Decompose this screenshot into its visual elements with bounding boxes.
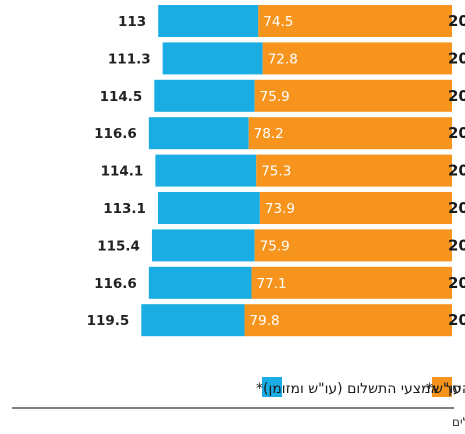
bar-means-of-payment xyxy=(154,79,255,112)
total-value-label: 113.1 xyxy=(103,201,146,217)
bar-current-account xyxy=(258,5,452,37)
month-label: אוקטובר 2010 xyxy=(448,12,465,30)
month-label: פברואר 2011 xyxy=(448,162,465,180)
total-value-label: 114.1 xyxy=(101,164,144,180)
legend-swatch-current-account xyxy=(432,377,452,397)
current-account-value-label: 72.8 xyxy=(268,51,298,67)
current-account-value-label: 75.9 xyxy=(260,238,290,254)
month-label: דצמבר 2010 xyxy=(448,87,465,105)
current-account-value-label: 78.2 xyxy=(254,126,284,142)
bar-means-of-payment xyxy=(148,117,249,150)
month-label: נובמבר 2010 xyxy=(448,49,465,67)
legend: סך יתרות העו"ש* סך אמצעי התשלום (עו"ש ומ… xyxy=(256,377,465,397)
bar-means-of-payment xyxy=(148,266,252,299)
total-value-label: 111.3 xyxy=(108,51,151,67)
bars-group: אוקטובר 2010 74.5 113 נובמבר 2010 72.8 111.3 ד… xyxy=(87,5,465,337)
bar-means-of-payment xyxy=(157,192,260,224)
current-account-value-label: 75.9 xyxy=(260,89,290,105)
bar-current-account xyxy=(254,79,452,112)
current-account-value-label: 73.9 xyxy=(265,201,295,217)
bar-means-of-payment xyxy=(141,304,245,337)
total-value-label: 116.6 xyxy=(94,126,137,142)
bar-current-account xyxy=(251,266,452,299)
legend-label-means-of-payment: סך אמצעי התשלום (עו"ש ומזומן)* xyxy=(256,381,461,397)
month-label: מאי 2011 xyxy=(448,274,465,292)
current-account-value-label: 75.3 xyxy=(261,164,291,180)
bar-current-account xyxy=(254,229,452,262)
bar-means-of-payment xyxy=(155,154,257,187)
bar-current-account xyxy=(256,154,452,187)
bar-current-account xyxy=(248,117,452,150)
bar-means-of-payment xyxy=(151,229,255,262)
current-account-value-label: 77.1 xyxy=(257,276,287,292)
month-label: מרס 2011 xyxy=(448,199,465,217)
bar-current-account xyxy=(262,42,452,75)
total-value-label: 119.5 xyxy=(87,313,130,329)
month-label: יוני 2011 xyxy=(448,311,465,329)
total-value-label: 115.4 xyxy=(97,238,140,254)
bar-current-account xyxy=(244,304,452,337)
month-label: ינואר 2011 xyxy=(448,124,465,142)
total-value-label: 114.5 xyxy=(100,89,143,105)
legend-label-current-account: סך יתרות העו"ש* xyxy=(426,381,465,397)
bar-means-of-payment xyxy=(158,5,259,37)
bar-means-of-payment xyxy=(162,42,263,75)
total-value-label: 116.6 xyxy=(94,276,137,292)
total-value-label: 113 xyxy=(118,14,146,30)
month-label: אפריל 2011 xyxy=(448,236,465,254)
current-account-value-label: 74.5 xyxy=(263,14,293,30)
legend-swatch-means-of-payment xyxy=(262,377,282,397)
footnote-text: *במיליארדי שקלים xyxy=(452,415,465,429)
current-account-value-label: 79.8 xyxy=(250,313,280,329)
bar-current-account xyxy=(259,192,452,224)
